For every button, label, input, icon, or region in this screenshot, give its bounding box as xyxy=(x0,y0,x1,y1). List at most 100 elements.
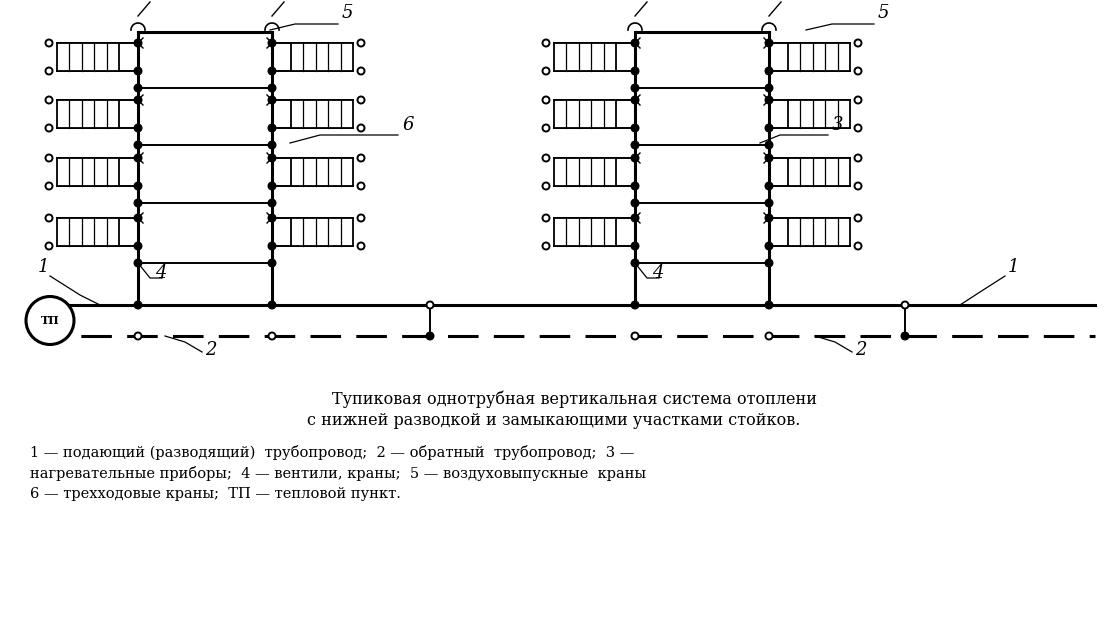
Circle shape xyxy=(855,214,862,221)
Text: нагревательные приборы;  4 — вентили, краны;  5 — воздуховыпускные  краны: нагревательные приборы; 4 — вентили, кра… xyxy=(30,466,647,481)
Text: ТП: ТП xyxy=(41,315,59,326)
Circle shape xyxy=(427,301,434,309)
Circle shape xyxy=(134,154,142,162)
Circle shape xyxy=(45,154,52,161)
Circle shape xyxy=(134,214,142,222)
Circle shape xyxy=(268,242,276,250)
Circle shape xyxy=(268,259,276,267)
Circle shape xyxy=(765,242,773,250)
Circle shape xyxy=(902,332,908,340)
Text: 3: 3 xyxy=(832,116,844,134)
Circle shape xyxy=(631,84,639,92)
Text: 1: 1 xyxy=(1008,258,1019,276)
Circle shape xyxy=(45,96,52,104)
Circle shape xyxy=(631,301,639,309)
Circle shape xyxy=(134,182,142,190)
Circle shape xyxy=(855,96,862,104)
Circle shape xyxy=(765,68,773,75)
Bar xyxy=(788,43,849,71)
Circle shape xyxy=(268,84,276,92)
Circle shape xyxy=(631,141,639,149)
Circle shape xyxy=(26,296,74,344)
Circle shape xyxy=(134,242,142,250)
Circle shape xyxy=(631,68,639,75)
Bar xyxy=(554,100,615,128)
Bar xyxy=(788,158,849,186)
Circle shape xyxy=(542,96,549,104)
Text: 4: 4 xyxy=(652,264,663,282)
Circle shape xyxy=(765,301,773,309)
Circle shape xyxy=(45,68,52,74)
Bar xyxy=(788,218,849,246)
Circle shape xyxy=(542,68,549,74)
Circle shape xyxy=(542,182,549,189)
Circle shape xyxy=(357,96,365,104)
Circle shape xyxy=(631,96,639,104)
Circle shape xyxy=(765,141,773,149)
Bar xyxy=(291,100,353,128)
Circle shape xyxy=(765,199,773,207)
Circle shape xyxy=(134,332,142,339)
Circle shape xyxy=(542,154,549,161)
Circle shape xyxy=(134,84,142,92)
Circle shape xyxy=(765,84,773,92)
Circle shape xyxy=(426,332,434,340)
Circle shape xyxy=(45,242,52,249)
Circle shape xyxy=(268,199,276,207)
Circle shape xyxy=(134,141,142,149)
Circle shape xyxy=(765,96,773,104)
Circle shape xyxy=(134,124,142,132)
Circle shape xyxy=(45,39,52,46)
Bar xyxy=(554,158,615,186)
Circle shape xyxy=(357,214,365,221)
Text: 4: 4 xyxy=(155,264,166,282)
Circle shape xyxy=(134,96,142,104)
Circle shape xyxy=(765,214,773,222)
Bar xyxy=(788,100,849,128)
Circle shape xyxy=(268,301,276,309)
Circle shape xyxy=(855,242,862,249)
Circle shape xyxy=(542,242,549,249)
Circle shape xyxy=(542,214,549,221)
Text: 6 — трехходовые краны;  ТП — тепловой пункт.: 6 — трехходовые краны; ТП — тепловой пун… xyxy=(30,487,400,501)
Bar xyxy=(57,100,119,128)
Circle shape xyxy=(45,214,52,221)
Circle shape xyxy=(765,182,773,190)
Circle shape xyxy=(765,259,773,267)
Circle shape xyxy=(631,199,639,207)
Circle shape xyxy=(134,259,142,267)
Circle shape xyxy=(268,332,275,339)
Bar xyxy=(57,43,119,71)
Circle shape xyxy=(134,68,142,75)
Circle shape xyxy=(542,124,549,131)
Circle shape xyxy=(134,39,142,47)
Circle shape xyxy=(765,154,773,162)
Circle shape xyxy=(765,124,773,132)
Circle shape xyxy=(134,301,142,309)
Circle shape xyxy=(631,182,639,190)
Bar xyxy=(291,218,353,246)
Circle shape xyxy=(765,332,773,339)
Circle shape xyxy=(357,68,365,74)
Text: с нижней разводкой и замыкающими участками стойков.: с нижней разводкой и замыкающими участка… xyxy=(307,412,801,429)
Circle shape xyxy=(357,154,365,161)
Text: 1: 1 xyxy=(38,258,50,276)
Circle shape xyxy=(357,182,365,189)
Circle shape xyxy=(357,242,365,249)
Text: 5: 5 xyxy=(878,4,889,22)
Text: 5: 5 xyxy=(342,4,354,22)
Circle shape xyxy=(268,214,276,222)
Circle shape xyxy=(765,39,773,47)
Circle shape xyxy=(855,182,862,189)
Text: Тупиковая однотрубная вертикальная система отоплени: Тупиковая однотрубная вертикальная систе… xyxy=(291,390,817,408)
Text: 1 — подающий (разводящий)  трубопровод;  2 — обратный  трубопровод;  3 —: 1 — подающий (разводящий) трубопровод; 2… xyxy=(30,445,634,460)
Circle shape xyxy=(268,182,276,190)
Circle shape xyxy=(268,39,276,47)
Circle shape xyxy=(268,96,276,104)
Circle shape xyxy=(268,141,276,149)
Circle shape xyxy=(631,214,639,222)
Circle shape xyxy=(855,39,862,46)
Bar xyxy=(57,218,119,246)
Circle shape xyxy=(631,124,639,132)
Circle shape xyxy=(45,182,52,189)
